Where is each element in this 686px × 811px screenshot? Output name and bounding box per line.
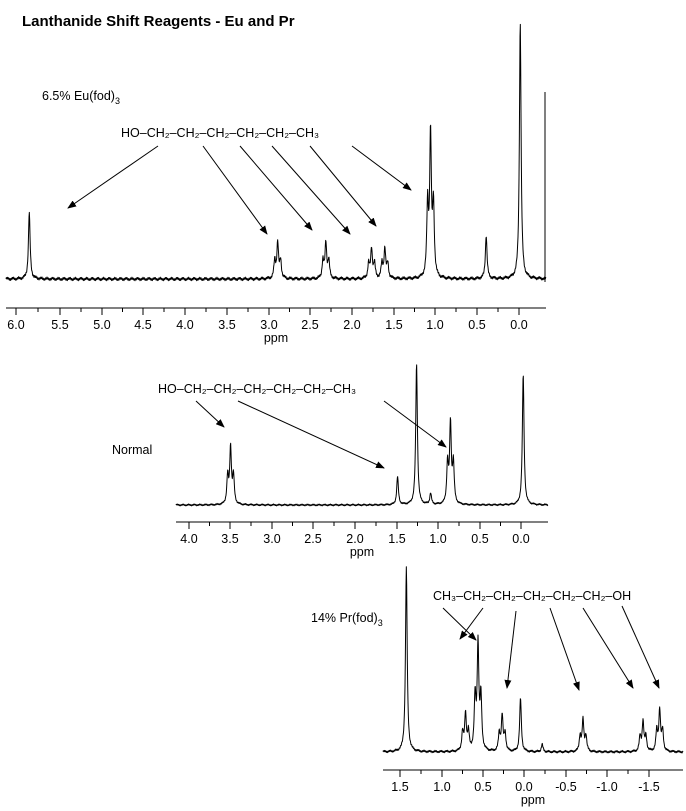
x-tick-label: -1.5 [638,780,660,794]
x-tick-label: 4.5 [134,318,151,332]
figure-title: Lanthanide Shift Reagents - Eu and Pr [22,13,295,30]
x-ticks-pr: 1.5 1.0 0.5 0.0 -0.5 -1.0 -1.5 [391,770,660,794]
arrow-ch3 [351,145,412,191]
panel-pr: 14% Pr(fod)3 CH₃–CH₂–CH₂–CH₂–CH₂–CH₂–OH … [311,566,684,807]
arrow-ch3-pr [442,607,477,641]
x-axis-label-pr: ppm [521,793,545,807]
x-tick-label: 0.5 [474,780,491,794]
x-tick-label: 0.0 [510,318,527,332]
panel-normal-arrows [195,400,447,469]
x-tick-label: 3.5 [221,532,238,546]
panel-pr-label: 14% Pr(fod)3 [311,611,383,628]
panel-pr-structure: CH₃–CH₂–CH₂–CH₂–CH₂–CH₂–OH [433,589,631,603]
arrow-ch2e-pr [621,605,660,689]
x-tick-label: 3.5 [218,318,235,332]
arrow-oh [67,145,159,209]
x-tick-label: 6.0 [7,318,24,332]
x-tick-label: 2.0 [343,318,360,332]
panel-eu-structure: HO–CH₂–CH₂–CH₂–CH₂–CH₂–CH₃ [121,126,319,140]
arrow-ch3-normal [383,400,447,448]
arrow-ch2-1 [202,145,268,235]
spectrum-trace-pr [382,566,684,754]
arrow-ch2b-pr [504,610,517,689]
x-ticks-normal: 4.0 3.5 3.0 2.5 2.0 1.5 1.0 0.5 0.0 [180,522,530,546]
x-tick-label: 0.5 [468,318,485,332]
x-tick-label: 2.5 [301,318,318,332]
x-tick-label: 1.5 [385,318,402,332]
x-axis-label-normal: ppm [350,545,374,559]
panel-normal: Normal HO–CH₂–CH₂–CH₂–CH₂–CH₂–CH₃ 4.0 3.5… [112,364,549,559]
x-tick-label: 5.0 [93,318,110,332]
x-tick-label: -0.5 [555,780,577,794]
x-axis-label-eu: ppm [264,331,288,345]
panel-normal-label: Normal [112,443,152,457]
arrow-oh-normal [195,400,225,428]
x-tick-label: 3.0 [260,318,277,332]
x-tick-label: 5.5 [51,318,68,332]
arrow-ch2-3 [271,145,351,235]
x-tick-label: 2.0 [346,532,363,546]
x-tick-label: 4.0 [180,532,197,546]
spectrum-trace-eu [5,23,547,282]
x-ticks-eu: 6.0 5.5 5.0 4.5 4.0 3.5 3.0 2.5 2.0 1.5 1.0 0.5 0.0 [7,308,528,332]
x-tick-label: 1.0 [429,532,446,546]
x-tick-label: 1.0 [433,780,450,794]
arrow-ch2-normal [237,400,385,469]
x-tick-label: 0.0 [515,780,532,794]
x-tick-label: -1.0 [596,780,618,794]
panel-normal-structure: HO–CH₂–CH₂–CH₂–CH₂–CH₂–CH₃ [158,382,356,396]
x-tick-label: 0.0 [512,532,529,546]
arrow-ch2c-pr [549,607,580,691]
x-tick-label: 3.0 [263,532,280,546]
arrow-ch2-4 [309,145,377,227]
arrow-ch2a-pr [459,607,484,640]
panel-eu-arrows [67,145,412,235]
x-tick-label: 4.0 [176,318,193,332]
x-tick-label: 1.0 [426,318,443,332]
x-tick-label: 2.5 [304,532,321,546]
x-tick-label: 1.5 [388,532,405,546]
spectrum-trace-normal [175,364,549,507]
arrow-ch2-2 [239,145,313,231]
panel-eu-label: 6.5% Eu(fod)3 [42,89,120,106]
panel-pr-arrows [442,605,660,691]
x-tick-label: 1.5 [391,780,408,794]
x-tick-label: 0.5 [471,532,488,546]
arrow-ch2d-pr [582,607,634,689]
panel-eu: 6.5% Eu(fod)3 HO–CH₂–CH₂–CH₂–CH₂–CH₂–CH₃… [5,23,547,345]
